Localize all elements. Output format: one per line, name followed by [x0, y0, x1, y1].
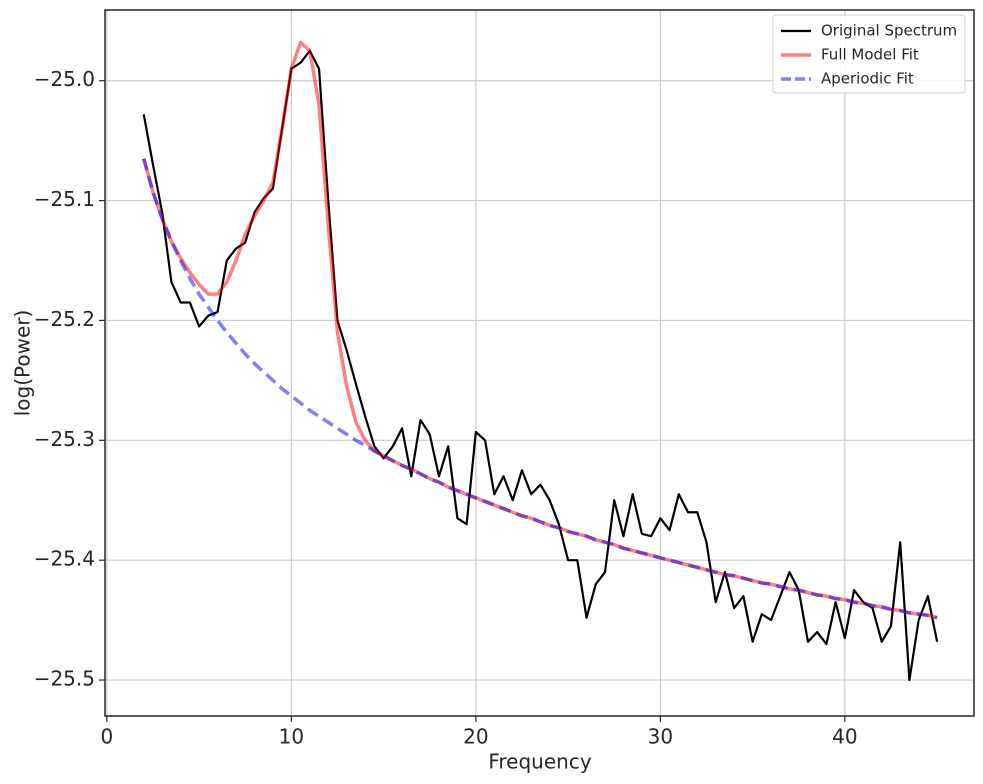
x-tick-label: 30	[648, 725, 673, 749]
legend: Original Spectrum Full Model Fit Aperiodic…	[772, 14, 966, 94]
legend-label: Aperiodic Fit	[821, 70, 914, 88]
legend-box	[772, 14, 966, 94]
plot-frame	[104, 9, 975, 717]
series-line	[142, 158, 938, 620]
y-tick-label: −25.4	[34, 547, 95, 571]
y-tick-label: −25.0	[34, 67, 95, 91]
x-tick-label: 40	[832, 725, 857, 749]
series-line	[142, 49, 939, 682]
y-tick-label: −25.3	[34, 427, 95, 451]
y-axis-label: log(Power)	[11, 310, 35, 417]
legend-label: Original Spectrum	[821, 22, 957, 40]
x-axis-label: Frequency	[488, 750, 591, 774]
x-tick-label: 0	[100, 725, 113, 749]
x-tick-label: 20	[463, 725, 488, 749]
y-tick-label: −25.2	[34, 307, 95, 331]
legend-label: Full Model Fit	[821, 46, 919, 64]
y-tick-label: −25.5	[34, 667, 95, 691]
series-line	[142, 40, 938, 620]
y-tick-label: −25.1	[34, 187, 95, 211]
x-tick-label: 10	[279, 725, 304, 749]
